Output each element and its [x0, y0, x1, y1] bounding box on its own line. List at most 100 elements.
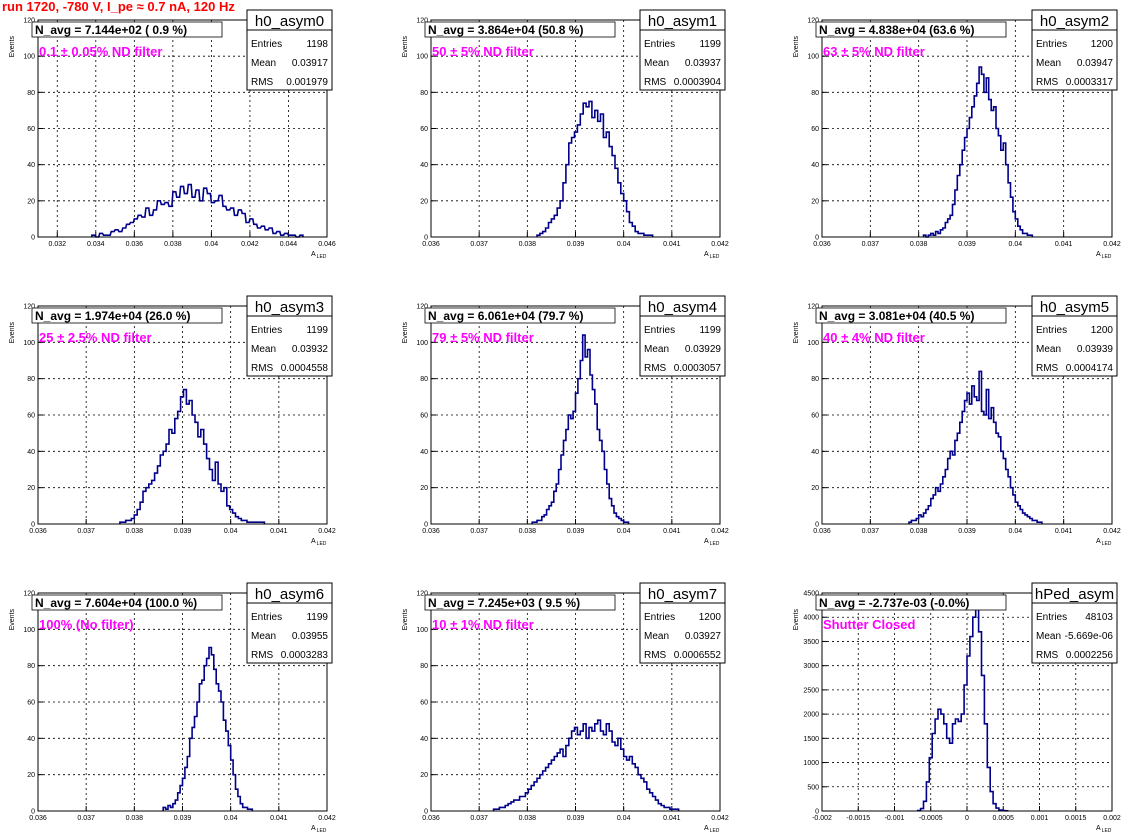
x-axis-label: ALED — [311, 538, 327, 547]
y-axis-label: Events — [9, 322, 16, 344]
x-tick-label: 0.041 — [1055, 528, 1073, 535]
plot-frame — [37, 19, 328, 238]
x-tick-label: 0.037 — [470, 815, 488, 822]
histogram-series — [536, 100, 654, 237]
x-tick-label: 0.039 — [958, 241, 976, 248]
histogram-panel-hPed_asym: -0.002 -0.0015 -0.001 -0.0005 0 0.0005 0.001 0.… — [793, 582, 1121, 832]
y-tick-label: 100 — [807, 340, 819, 347]
y-tick-label: 40 — [811, 162, 819, 169]
stats-value: 48103 — [1085, 612, 1113, 623]
x-axis-label: ALED — [704, 251, 720, 260]
y-tick-label: 100 — [416, 627, 428, 634]
x-tick-label: 0.04 — [617, 815, 631, 822]
y-tick-label: 60 — [27, 126, 35, 133]
y-tick-label: 120 — [416, 18, 428, 25]
navg-box — [815, 21, 1007, 38]
navg-text: N_avg = 7.144e+02 ( 0.9 %) — [35, 23, 187, 37]
y-tick-label: 20 — [420, 485, 428, 492]
navg-text: N_avg = 7.245e+03 ( 9.5 %) — [428, 596, 580, 610]
y-tick-label: 80 — [420, 90, 428, 97]
y-tick-label: 100 — [416, 340, 428, 347]
histogram-panel-h0_asym1: 0.036 0.037 0.038 0.039 0.04 0.041 0.042 0 20 40 6… — [402, 9, 729, 260]
histogram-series — [162, 646, 254, 811]
filter-label: 40 ± 4% ND filter — [823, 330, 925, 345]
y-tick-label: 2500 — [803, 687, 819, 694]
y-tick-label: 80 — [27, 663, 35, 670]
x-tick-label: 0.041 — [270, 528, 288, 535]
y-tick-label: 40 — [27, 162, 35, 169]
x-axis-label: ALED — [1096, 538, 1112, 547]
y-tick-label: 1500 — [803, 736, 819, 743]
x-tick-label: 0.039 — [174, 528, 192, 535]
y-tick-label: 120 — [807, 304, 819, 311]
y-tick-label: 80 — [27, 376, 35, 383]
y-tick-label: 0 — [424, 235, 428, 242]
histogram-name: h0_asym4 — [648, 299, 717, 316]
x-tick-label: -0.001 — [885, 815, 905, 822]
x-tick-label: 0.04 — [224, 528, 238, 535]
stats-value: 0.03955 — [292, 631, 329, 642]
y-tick-label: 0 — [815, 235, 819, 242]
x-tick-label: 0.039 — [567, 241, 585, 248]
y-tick-label: 20 — [420, 198, 428, 205]
stats-value: 1199 — [306, 325, 328, 336]
y-axis-label: Events — [402, 609, 409, 631]
x-tick-label: 0.04 — [617, 528, 631, 535]
histogram-series — [908, 370, 1043, 524]
stats-value: -5.669e-06 — [1065, 631, 1114, 642]
y-tick-label: 60 — [27, 700, 35, 707]
y-tick-label: 20 — [811, 198, 819, 205]
x-tick-label: 0.042 — [318, 528, 336, 535]
x-tick-label: 0.032 — [49, 241, 67, 248]
stats-box — [1031, 29, 1118, 91]
navg-box — [815, 307, 1007, 324]
y-tick-label: 40 — [420, 449, 428, 456]
stats-value: 0.0003904 — [674, 77, 722, 88]
stats-value: 0.03929 — [685, 344, 722, 355]
x-tick-label: 0.044 — [280, 241, 298, 248]
y-tick-label: 60 — [420, 700, 428, 707]
stats-box — [246, 602, 333, 664]
x-tick-label: 0.037 — [77, 528, 95, 535]
x-tick-label: 0 — [965, 815, 969, 822]
stats-box — [639, 29, 726, 91]
stats-value: 1200 — [1091, 325, 1114, 336]
y-tick-label: 40 — [420, 736, 428, 743]
stats-label: Entries — [251, 325, 282, 336]
x-tick-label: 0.038 — [126, 528, 144, 535]
stats-label: Mean — [644, 631, 669, 642]
navg-box — [31, 594, 223, 611]
histogram-series — [492, 719, 680, 811]
stats-value: 1199 — [699, 39, 721, 50]
x-tick-label: 0.038 — [910, 528, 928, 535]
stats-value: 0.0004174 — [1066, 363, 1114, 374]
y-tick-label: 80 — [811, 90, 819, 97]
stats-label: RMS — [644, 650, 667, 661]
y-tick-label: 60 — [420, 126, 428, 133]
stats-label: Mean — [251, 344, 276, 355]
histogram-panel-h0_asym0: 0.032 0.034 0.036 0.038 0.04 0.042 0.044 0.046 0… — [9, 9, 336, 260]
y-tick-label: 60 — [811, 126, 819, 133]
x-tick-label: 0.04 — [224, 815, 238, 822]
histogram-panel-h0_asym5: 0.036 0.037 0.038 0.039 0.04 0.041 0.042 0 20 40 6… — [793, 295, 1121, 547]
x-tick-label: 0.036 — [29, 528, 47, 535]
navg-box — [815, 594, 1007, 611]
y-tick-label: 100 — [807, 54, 819, 61]
stats-label: Entries — [1036, 39, 1067, 50]
x-tick-label: 0.038 — [519, 241, 537, 248]
stats-value: 0.0004558 — [281, 363, 329, 374]
x-tick-label: 0.036 — [422, 241, 440, 248]
navg-text: N_avg = 3.864e+04 (50.8 %) — [428, 23, 583, 37]
stats-box — [639, 315, 726, 377]
y-axis-label: Events — [793, 609, 800, 631]
stats-label: Mean — [1036, 58, 1061, 69]
y-tick-label: 80 — [811, 376, 819, 383]
stats-label: RMS — [1036, 650, 1059, 661]
histogram-name: h0_asym7 — [648, 586, 717, 603]
x-tick-label: 0.0015 — [1065, 815, 1087, 822]
y-tick-label: 4000 — [803, 615, 819, 622]
y-tick-label: 40 — [811, 449, 819, 456]
x-tick-label: 0.039 — [958, 528, 976, 535]
stats-value: 0.03939 — [1077, 344, 1114, 355]
x-tick-label: 0.04 — [1009, 528, 1023, 535]
